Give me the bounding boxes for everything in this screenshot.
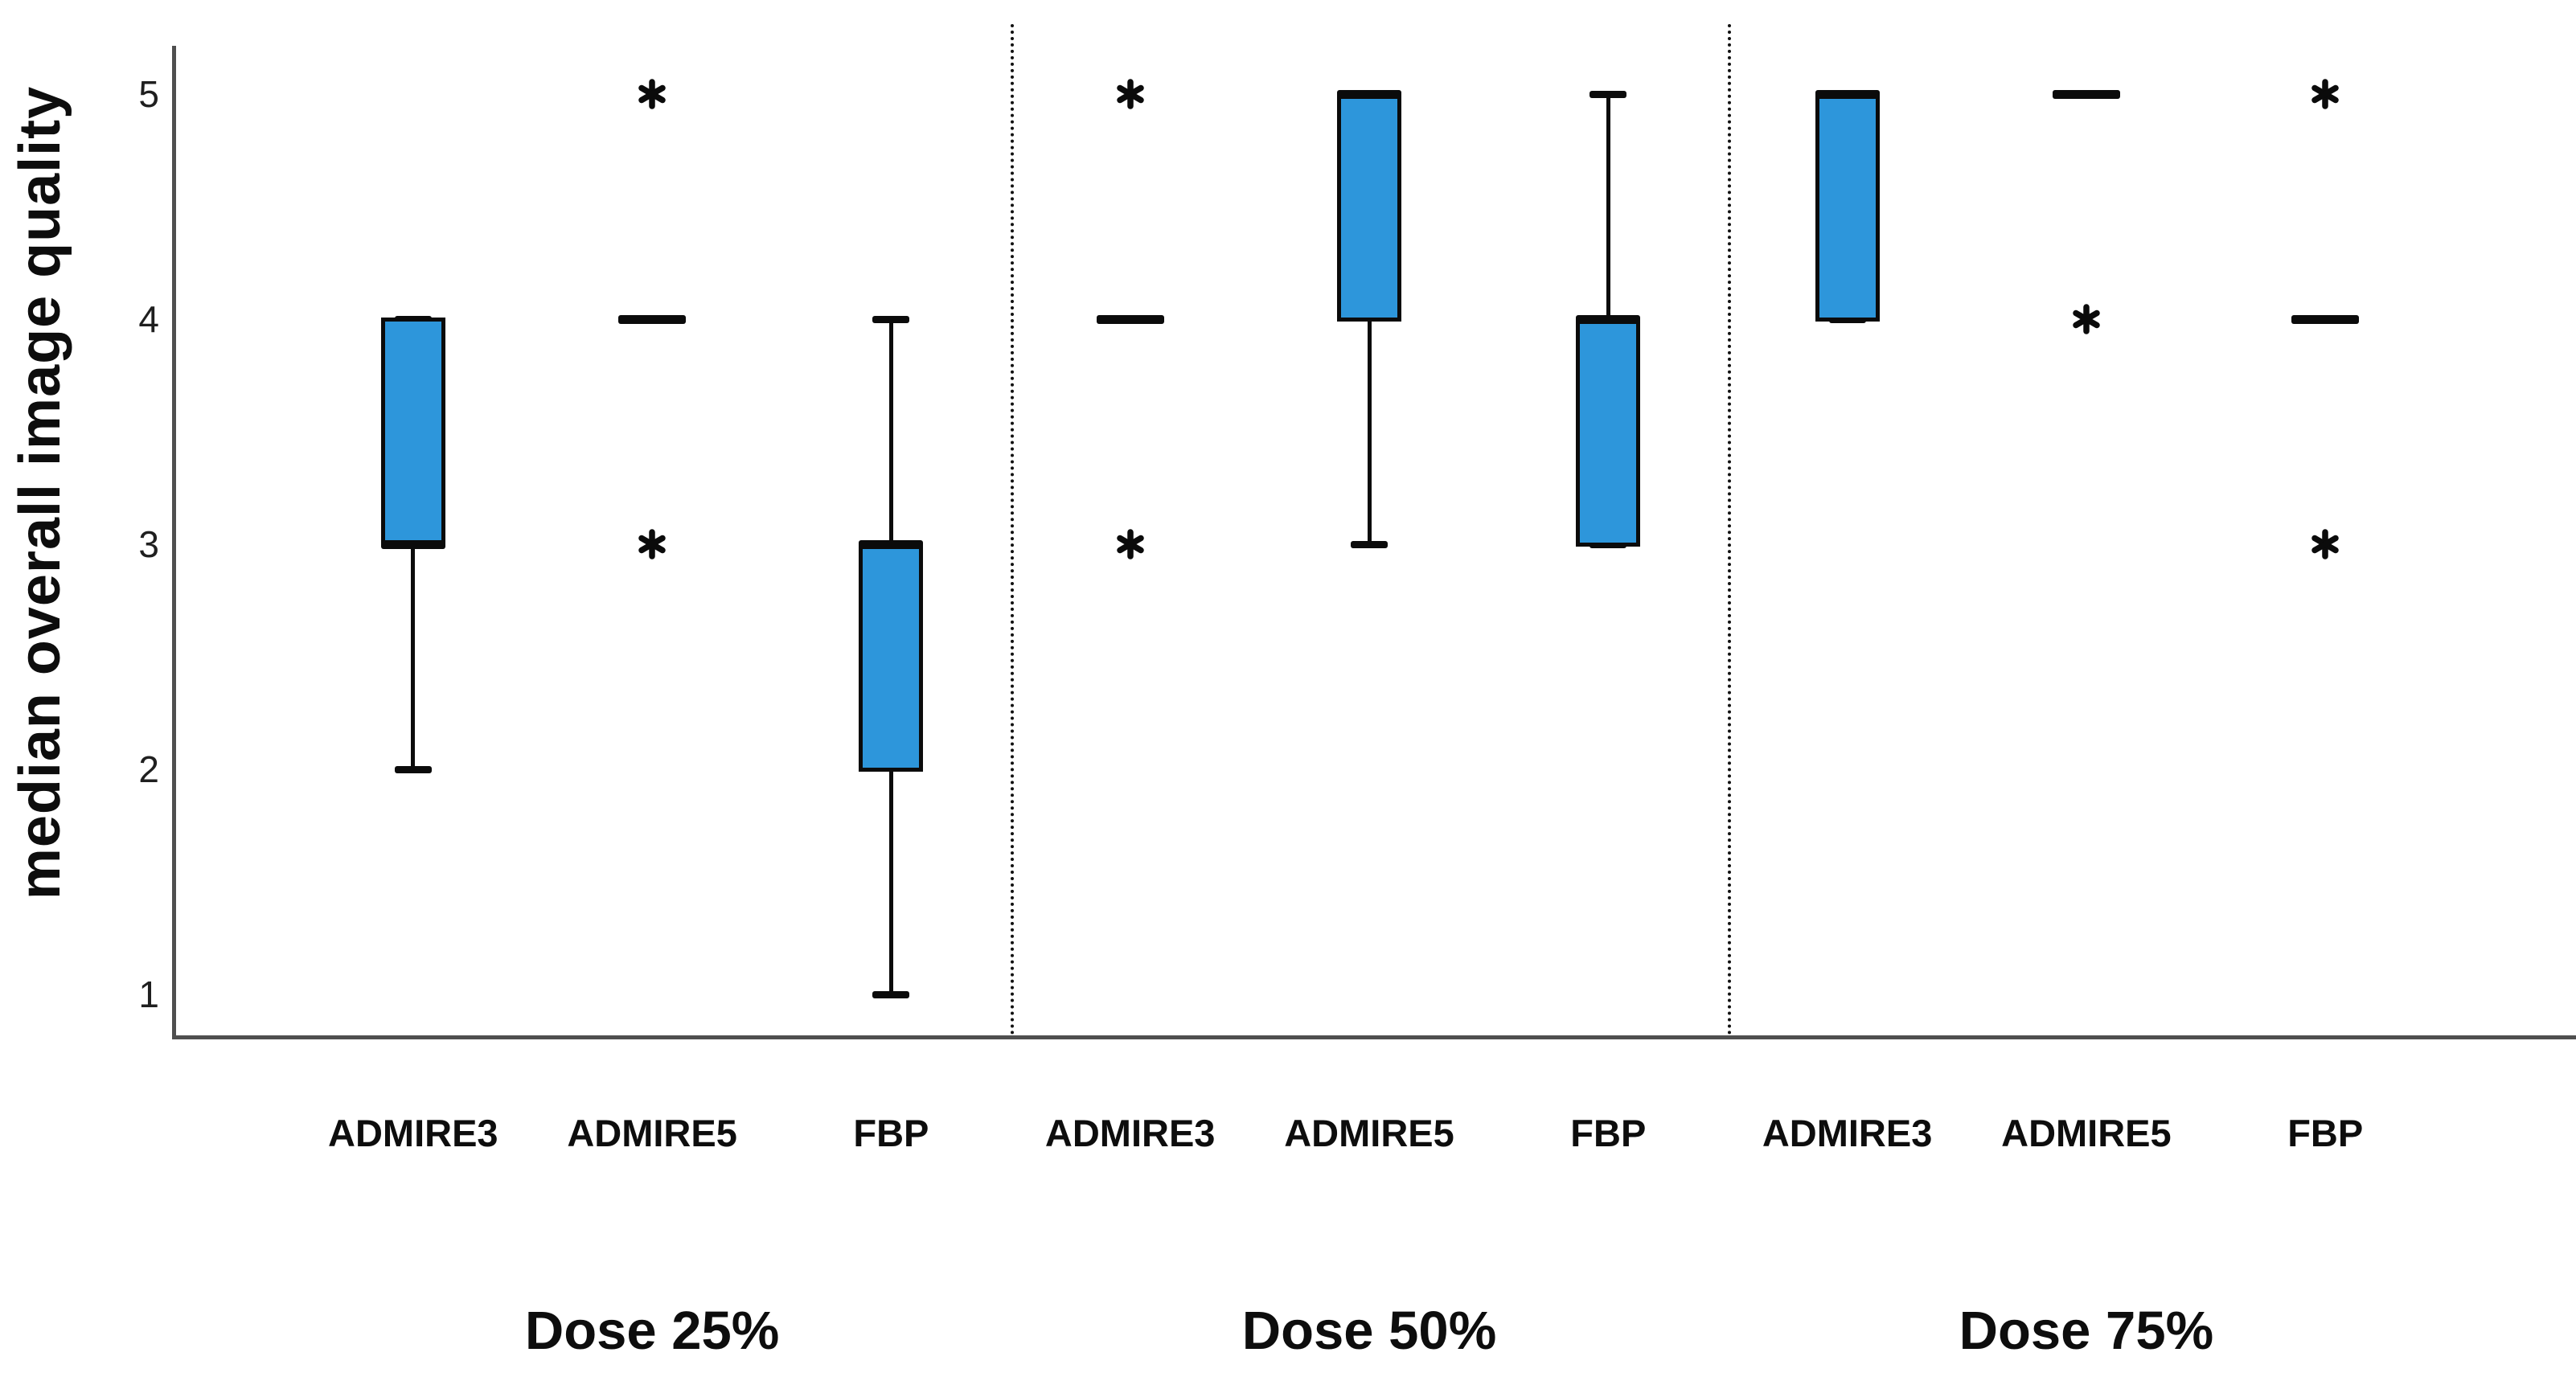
x-axis-line — [172, 1035, 2576, 1039]
category-label: ADMIRE5 — [1284, 1112, 1454, 1154]
outlier-asterisk — [634, 527, 670, 562]
box-rect — [1815, 92, 1880, 322]
category-label: ADMIRE3 — [1762, 1112, 1933, 1154]
median-line — [1337, 89, 1401, 99]
median-line — [380, 539, 445, 549]
lower-whisker-cap — [1351, 540, 1388, 548]
box-rect — [380, 317, 445, 547]
category-label: ADMIRE5 — [2001, 1112, 2172, 1154]
median-line — [1815, 89, 1880, 99]
y-tick-label: 3 — [138, 523, 159, 565]
dose-label: Dose 75% — [1959, 1301, 2214, 1361]
panel-separator — [1011, 24, 1015, 1035]
lower-whisker-cap — [872, 990, 910, 998]
lower-whisker-cap — [394, 765, 432, 773]
outlier-asterisk — [2307, 76, 2343, 112]
lower-whisker-line — [411, 544, 416, 769]
median-line — [1576, 314, 1641, 324]
y-tick-label: 1 — [138, 973, 159, 1015]
median-line — [2291, 314, 2360, 324]
upper-whisker-cap — [1589, 90, 1627, 98]
category-label: FBP — [2287, 1112, 2364, 1154]
box-rect — [1576, 317, 1641, 547]
box-rect — [859, 542, 924, 772]
upper-whisker-cap — [872, 315, 910, 323]
median-line — [859, 539, 924, 549]
category-label: ADMIRE5 — [567, 1112, 737, 1154]
y-tick-label: 4 — [138, 298, 159, 340]
median-line — [2052, 89, 2120, 99]
y-tick-label: 2 — [138, 748, 159, 790]
outlier-asterisk — [634, 76, 670, 112]
y-tick-label: 5 — [138, 73, 159, 115]
median-line — [618, 314, 687, 324]
lower-whisker-line — [1367, 319, 1372, 544]
category-label: ADMIRE3 — [328, 1112, 498, 1154]
median-line — [1096, 314, 1164, 324]
category-label: ADMIRE3 — [1044, 1112, 1216, 1154]
lower-whisker-line — [888, 769, 893, 994]
upper-whisker-line — [1606, 94, 1610, 319]
panel-separator — [1727, 24, 1731, 1035]
outlier-asterisk — [2069, 301, 2104, 337]
y-axis-line — [172, 46, 176, 1039]
outlier-asterisk — [1113, 76, 1148, 112]
outlier-asterisk — [2307, 527, 2343, 562]
dose-label: Dose 25% — [524, 1301, 780, 1361]
dose-label: Dose 50% — [1241, 1301, 1497, 1361]
upper-whisker-line — [888, 319, 893, 544]
box-rect — [1337, 92, 1401, 322]
outlier-asterisk — [1113, 527, 1148, 562]
category-label: FBP — [853, 1112, 929, 1154]
category-label: FBP — [1570, 1112, 1647, 1154]
